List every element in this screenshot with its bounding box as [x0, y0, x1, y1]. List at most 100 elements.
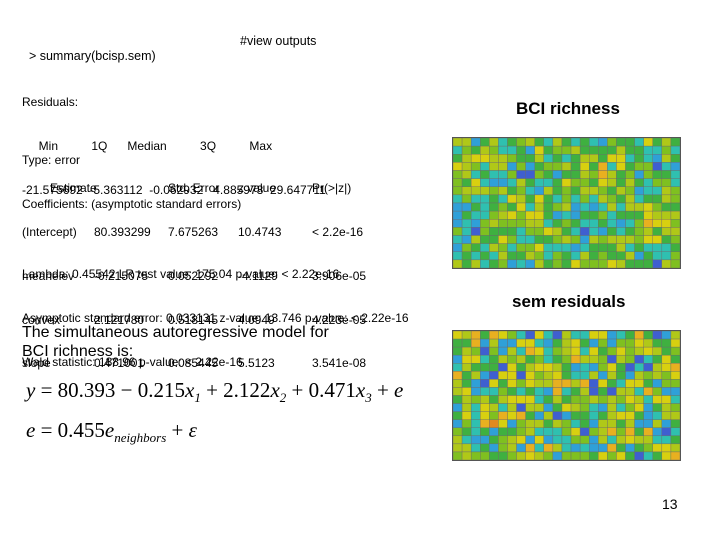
map-cell [534, 210, 545, 220]
map-cell [525, 194, 535, 204]
map-cell [625, 259, 635, 268]
map-cell [453, 259, 463, 268]
map-cell [579, 427, 590, 437]
map-cell [534, 338, 545, 348]
map-cell [570, 145, 581, 155]
map-cell [461, 251, 472, 261]
map-cell [552, 395, 563, 404]
row-z-value: 10.4743 [238, 224, 282, 239]
map-cell [552, 371, 563, 380]
map-cell [643, 251, 653, 261]
map-cell [516, 194, 526, 204]
map-cell [543, 145, 554, 155]
map-cell [616, 354, 626, 364]
map-cell [552, 403, 563, 412]
map-cell [661, 451, 672, 460]
map-cell [607, 154, 617, 163]
map-cell [661, 154, 672, 163]
map-cell [634, 338, 644, 348]
map-cell [579, 387, 590, 396]
map-cell [498, 235, 508, 244]
map-cell [661, 346, 672, 356]
map-cell [625, 331, 635, 340]
map-cell [652, 178, 663, 187]
map-cell [598, 338, 608, 348]
map-cell [480, 338, 490, 348]
map-cell [561, 419, 572, 428]
map-cell [516, 162, 526, 171]
map-cell [625, 251, 635, 261]
map-cell [480, 331, 490, 340]
map-cell [453, 346, 463, 356]
map-cell [453, 443, 463, 453]
map-cell [661, 210, 672, 220]
eq-term: + 2.122 [200, 378, 271, 402]
map-cell [453, 419, 463, 428]
map-cell [643, 194, 653, 204]
map-cell [652, 354, 663, 364]
map-cell [588, 379, 599, 388]
map-cell [561, 371, 572, 380]
map-cell [652, 435, 663, 445]
map-cell [470, 451, 481, 460]
map-cell [643, 395, 653, 404]
map-cell [625, 162, 635, 171]
coefficients-title: Coefficients: (asymptotic standard error… [22, 196, 242, 211]
map-cell [652, 331, 663, 340]
map-cell [625, 427, 635, 437]
map-cell [453, 243, 463, 252]
coefficients-table: Estimate Std. Error z value Pr(>|z|) (In… [22, 152, 366, 386]
map-cell [616, 331, 626, 340]
map-cell [525, 243, 535, 252]
map-cell [561, 186, 572, 196]
map-cell [570, 427, 581, 437]
map-cell [570, 338, 581, 348]
map-cell [661, 427, 672, 437]
map-cell [480, 419, 490, 428]
map-cell [625, 363, 635, 372]
map-cell [534, 354, 545, 364]
map-cell [534, 138, 545, 147]
map-cell [552, 210, 563, 220]
map-cell [507, 419, 517, 428]
map-cell [507, 170, 517, 179]
map-cell [543, 243, 554, 252]
map-cell [489, 403, 499, 412]
map-cell [507, 331, 517, 340]
map-cell [552, 227, 563, 236]
map-cell [453, 354, 463, 364]
eq-x2: x [270, 378, 280, 402]
map-cell [643, 435, 653, 445]
map-cell [470, 210, 481, 220]
map-cell [598, 210, 608, 220]
map-cell [552, 451, 563, 460]
map-cell [570, 170, 581, 179]
map-cell [607, 331, 617, 340]
map-cell [498, 202, 508, 212]
map-cell [625, 170, 635, 179]
map-cell [661, 235, 672, 244]
map-cell [461, 219, 472, 228]
map-cell [607, 251, 617, 261]
map-cell [579, 259, 590, 268]
map-cell [570, 387, 581, 396]
map-cell [634, 186, 644, 196]
map-cell [470, 154, 481, 163]
map-cell [643, 354, 653, 364]
map-cell [552, 435, 563, 445]
map-cell [498, 331, 508, 340]
map-cell [525, 387, 535, 396]
map-cell [498, 443, 508, 453]
map-cell [634, 354, 644, 364]
residuals-values: -21.575692 -5.363112 -0.062932 4.885973 … [22, 182, 326, 197]
r-command: > summary(bcisp.sem) #view outputs [22, 34, 316, 78]
map-cell [534, 202, 545, 212]
map-cell [534, 427, 545, 437]
map-cell [579, 419, 590, 428]
col-z-value: z value [238, 181, 277, 196]
eq-epsilon: ε [188, 418, 197, 442]
map-cell [489, 162, 499, 171]
map-cell [588, 363, 599, 372]
map-cell [643, 210, 653, 220]
map-cell [643, 363, 653, 372]
